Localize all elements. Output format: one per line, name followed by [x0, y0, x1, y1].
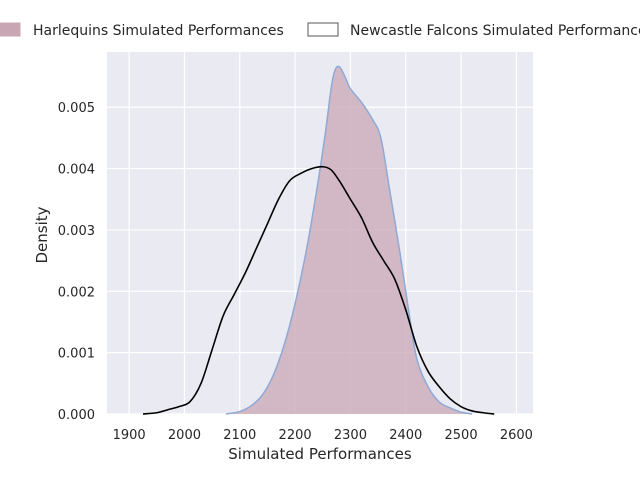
y-tick-label: 0.004 [58, 163, 95, 178]
x-tick-label: 2500 [445, 428, 478, 443]
x-tick-label: 2100 [223, 428, 256, 443]
x-tick-label: 2000 [168, 428, 201, 443]
legend-label-harlequins: Harlequins Simulated Performances [33, 23, 284, 39]
y-tick-label: 0.000 [58, 408, 95, 423]
y-axis-ticks: 0.000 0.001 0.002 0.003 0.004 0.005 [58, 101, 95, 423]
y-tick-label: 0.002 [58, 285, 95, 300]
legend-swatch-newcastle [307, 22, 339, 37]
x-tick-label: 2300 [334, 428, 367, 443]
x-tick-label: 2400 [389, 428, 422, 443]
series-layer [142, 65, 495, 415]
x-axis-label: Simulated Performances [228, 445, 412, 463]
legend-swatch-harlequins [0, 22, 21, 37]
x-tick-label: 2600 [500, 428, 533, 443]
x-tick-label: 1900 [113, 428, 146, 443]
y-axis-label: Density [33, 206, 51, 263]
y-tick-label: 0.001 [58, 347, 95, 362]
series-1-line [142, 165, 495, 415]
y-tick-label: 0.005 [58, 101, 95, 116]
x-tick-label: 2200 [279, 428, 312, 443]
x-axis-ticks: 1900 2000 2100 2200 2300 2400 2500 2600 [113, 428, 533, 443]
legend-label-newcastle: Newcastle Falcons Simulated Performances [350, 23, 640, 39]
legend: Harlequins Simulated Performances Newcas… [0, 22, 640, 39]
y-tick-label: 0.003 [58, 224, 95, 239]
series-0-line [225, 65, 473, 415]
